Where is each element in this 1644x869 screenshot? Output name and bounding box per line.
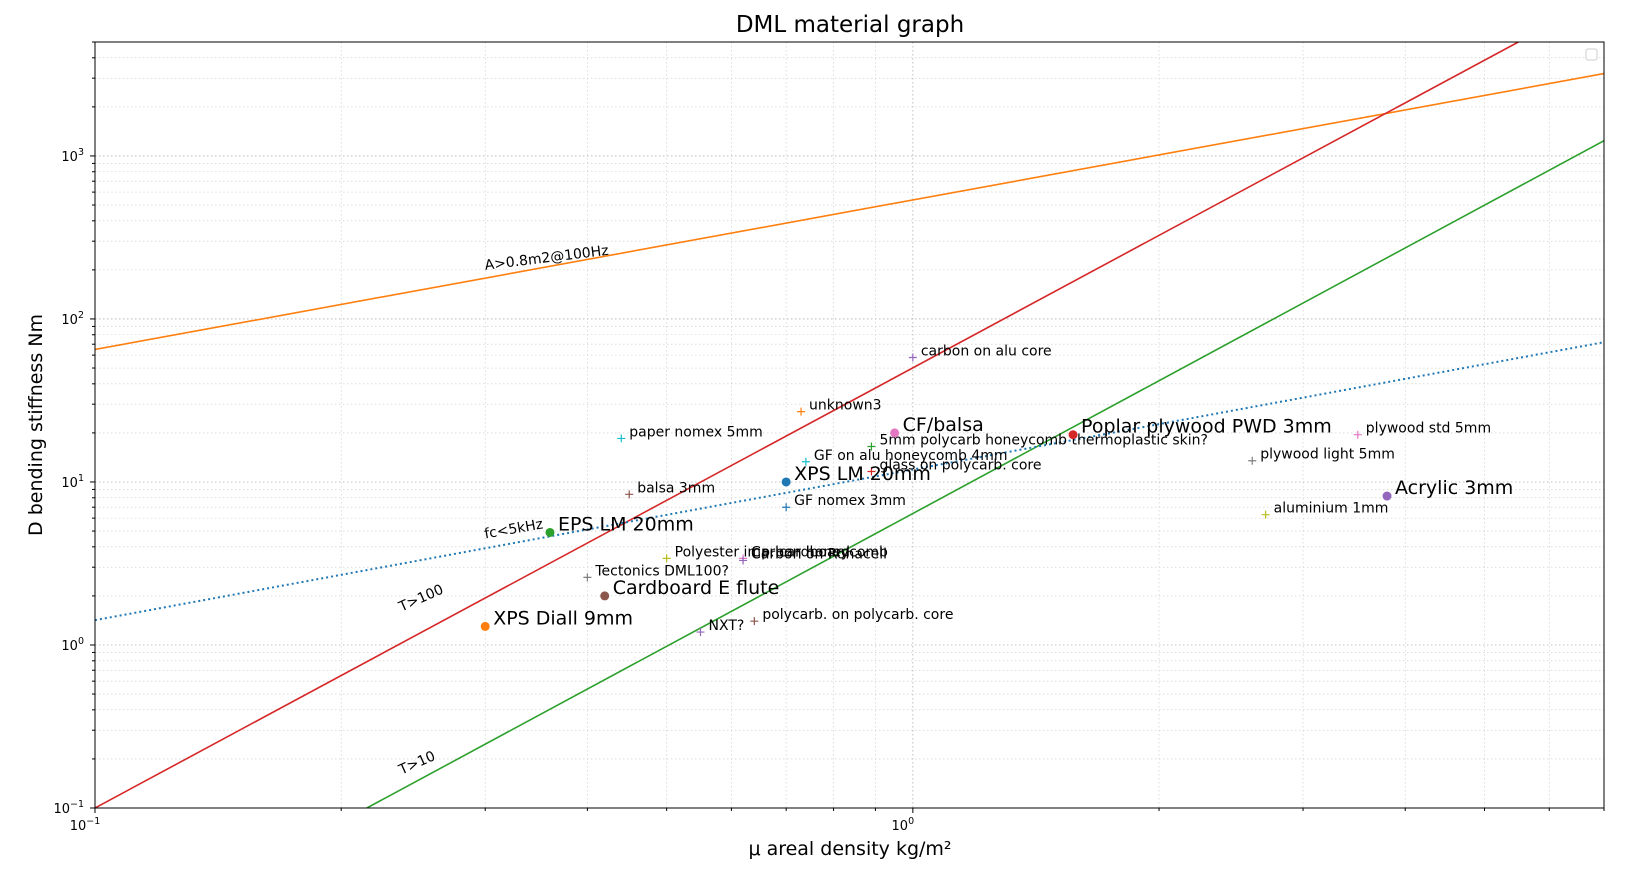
candidate-label: plywood std 5mm bbox=[1366, 421, 1491, 437]
candidate-label: plywood light 5mm bbox=[1260, 447, 1395, 463]
candidate-label: paper nomex 5mm bbox=[629, 424, 763, 440]
featured-marker bbox=[480, 621, 490, 631]
candidate-label: GF nomex 3mm bbox=[794, 493, 906, 509]
candidate-marker bbox=[1261, 510, 1270, 519]
featured-label: Acrylic 3mm bbox=[1395, 477, 1513, 499]
chart-title: DML material graph bbox=[736, 12, 964, 38]
candidate-marker bbox=[617, 434, 626, 443]
x-axis-label: μ areal density kg/m² bbox=[748, 838, 951, 860]
candidate-label: glass on polycarb. core bbox=[879, 457, 1041, 473]
y-tick-label: 103 bbox=[61, 147, 84, 165]
axis-ticks: 10−1 100 10−1 100 101 102 103 bbox=[53, 41, 1605, 834]
candidate-marker bbox=[867, 442, 876, 451]
candidate-marker bbox=[696, 628, 705, 637]
candidate-label: GF on alu honeycomb 4mm bbox=[814, 448, 1008, 464]
x-tick-label: 100 bbox=[892, 816, 915, 834]
candidate-label: 5mm polycarb honeycomb thermoplastic ski… bbox=[879, 433, 1208, 449]
candidate-marker bbox=[1353, 430, 1362, 439]
candidate-label: Carbon honeycomb bbox=[751, 544, 888, 560]
candidate-marker bbox=[625, 490, 634, 499]
line-t-10 bbox=[366, 140, 1604, 808]
featured-label: Poplar plywood PWD 3mm bbox=[1081, 416, 1332, 438]
featured-marker bbox=[545, 527, 555, 537]
line-t-100 bbox=[95, 42, 1519, 808]
featured-marker bbox=[781, 477, 791, 487]
candidate-label: NXT? bbox=[709, 618, 745, 634]
candidate-marker bbox=[867, 467, 876, 476]
candidate-label: unknown3 bbox=[809, 398, 882, 414]
candidate-label: Polyester imp. cardboard bbox=[675, 544, 850, 560]
featured-label: CF/balsa bbox=[903, 414, 984, 436]
featured-label: Cardboard E flute bbox=[613, 577, 780, 599]
candidate-label: carbon on alu core bbox=[921, 344, 1052, 360]
featured-marker bbox=[890, 428, 900, 438]
candidate-label: balsa 3mm bbox=[637, 480, 715, 496]
featured-marker bbox=[600, 591, 610, 601]
candidate-marker bbox=[782, 503, 791, 512]
y-tick-label: 100 bbox=[61, 636, 84, 654]
x-tick-label: 10−1 bbox=[70, 816, 101, 834]
candidate-marker bbox=[797, 407, 806, 416]
candidate-marker bbox=[583, 573, 592, 582]
candidate-marker bbox=[908, 353, 917, 362]
featured-marker bbox=[1068, 430, 1078, 440]
candidate-label: Carbon on Rohacell bbox=[751, 546, 887, 562]
line-a-0-8m2-100hz bbox=[95, 72, 1604, 351]
candidate-marker bbox=[662, 554, 671, 563]
candidate-marker bbox=[801, 457, 810, 466]
y-tick-label: 10−1 bbox=[53, 799, 84, 817]
legend-box bbox=[1585, 48, 1598, 61]
candidate-label: polycarb. on polycarb. core bbox=[762, 607, 953, 623]
line-fc-5khz bbox=[95, 341, 1604, 622]
candidate-marker bbox=[1248, 456, 1257, 465]
plot-frame bbox=[94, 41, 1605, 809]
candidate-marker bbox=[739, 556, 748, 565]
featured-label: XPS LM 20mm bbox=[794, 463, 931, 485]
y-tick-label: 102 bbox=[61, 310, 84, 328]
reference-lines bbox=[95, 42, 1604, 808]
candidate-label: Tectonics DML100? bbox=[594, 563, 729, 579]
candidate-marker bbox=[750, 617, 759, 626]
candidate-label: aluminium 1mm bbox=[1274, 501, 1389, 517]
y-tick-label: 101 bbox=[61, 473, 84, 491]
featured-label: XPS Diall 9mm bbox=[493, 607, 633, 629]
featured-marker bbox=[1382, 491, 1392, 501]
y-axis-label: D bending stiffness Nm bbox=[25, 314, 47, 536]
featured-label: EPS LM 20mm bbox=[558, 513, 694, 535]
